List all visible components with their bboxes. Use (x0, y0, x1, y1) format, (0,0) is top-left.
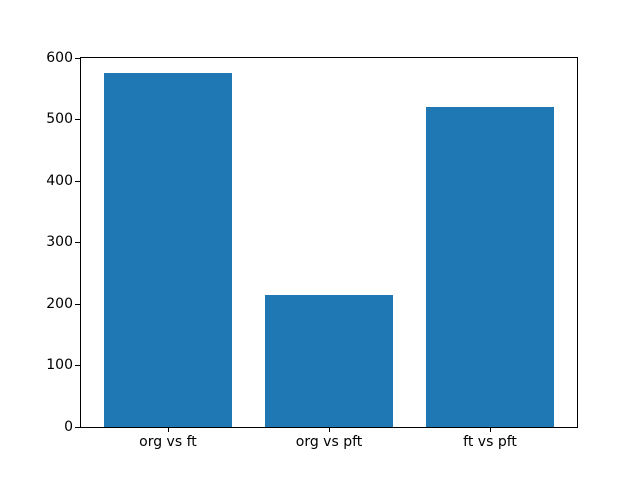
bar-org-vs-ft (103, 73, 233, 427)
y-tick-label: 0 (64, 418, 73, 435)
x-tick-label: org vs pft (295, 434, 363, 450)
bar-org-vs-pft (264, 295, 394, 427)
y-tick-mark (75, 119, 80, 120)
y-tick-mark (75, 242, 80, 243)
bar-ft-vs-pft (425, 107, 555, 427)
y-tick-label: 400 (46, 172, 73, 189)
y-tick-mark (75, 58, 80, 59)
y-tick-label: 300 (46, 234, 73, 250)
y-tick-label: 500 (46, 111, 73, 127)
x-tick-mark (168, 427, 169, 432)
y-tick-mark (75, 304, 80, 305)
y-tick-mark (75, 427, 80, 428)
x-tick-mark (329, 427, 330, 432)
y-tick-label: 600 (46, 49, 73, 66)
x-tick-mark (490, 427, 491, 432)
y-tick-mark (75, 181, 80, 182)
plot-area (80, 57, 578, 428)
x-tick-label: org vs ft (139, 434, 197, 450)
y-tick-label: 200 (46, 295, 73, 312)
x-tick-label: ft vs pft (463, 434, 517, 450)
y-tick-mark (75, 365, 80, 366)
y-tick-label: 100 (46, 357, 73, 373)
